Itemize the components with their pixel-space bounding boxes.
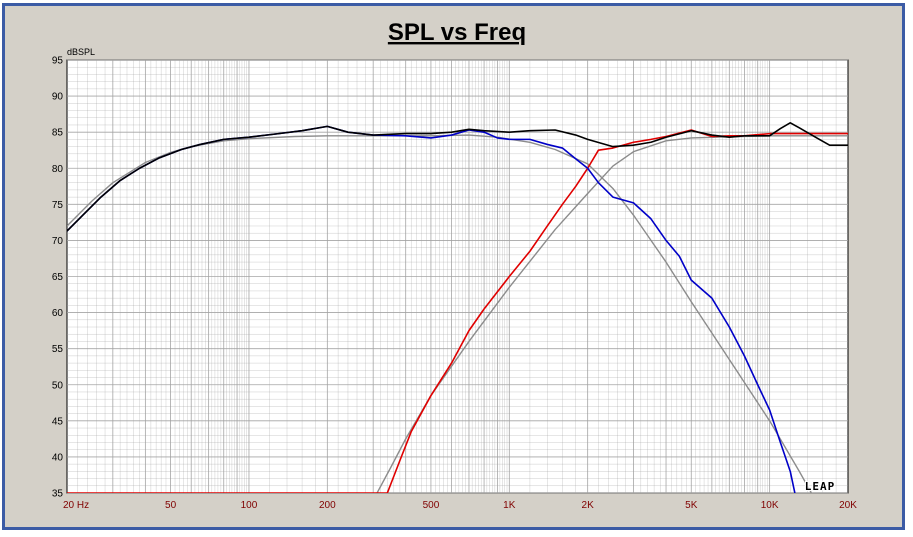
y-tick-label: 95	[52, 56, 64, 67]
y-tick-label: 50	[52, 380, 64, 391]
x-tick-label: 1K	[503, 500, 516, 511]
x-tick-label: 5K	[685, 500, 698, 511]
y-tick-label: 70	[52, 236, 64, 247]
leap-watermark: LEAP	[805, 480, 836, 493]
y-tick-label: 55	[52, 344, 64, 355]
x-tick-label: 500	[423, 500, 440, 511]
x-tick-label: 200	[319, 500, 336, 511]
y-tick-label: 60	[52, 308, 64, 319]
grid	[67, 59, 848, 494]
x-tick-label: 20 Hz	[63, 500, 89, 511]
y-tick-labels: 95 90 85 80 75 70 65 60 55 50 45 40 35	[52, 56, 64, 500]
curve-gray	[67, 134, 813, 493]
y-tick-label: 75	[52, 200, 64, 211]
x-tick-label: 20K	[839, 500, 857, 511]
curves	[67, 121, 848, 493]
curve-gray	[376, 135, 848, 493]
y-axis-label: dBSPL	[67, 47, 95, 57]
curve-red	[67, 129, 848, 493]
x-tick-label: 10K	[761, 500, 779, 511]
y-tick-label: 85	[52, 128, 64, 139]
y-tick-label: 90	[52, 92, 64, 103]
x-tick-label: 2K	[582, 500, 595, 511]
y-tick-label: 80	[52, 164, 64, 175]
y-tick-label: 35	[52, 489, 64, 500]
curve-black	[67, 121, 848, 232]
y-tick-label: 45	[52, 416, 64, 427]
x-tick-labels: 20 Hz 50 100 200 500 1K 2K 5K 10K 20K	[63, 500, 857, 511]
x-tick-label: 50	[165, 500, 177, 511]
chart-title: SPL vs Freq	[388, 19, 526, 46]
y-tick-label: 40	[52, 452, 64, 463]
x-tick-label: 100	[241, 500, 258, 511]
y-tick-label: 65	[52, 272, 64, 283]
